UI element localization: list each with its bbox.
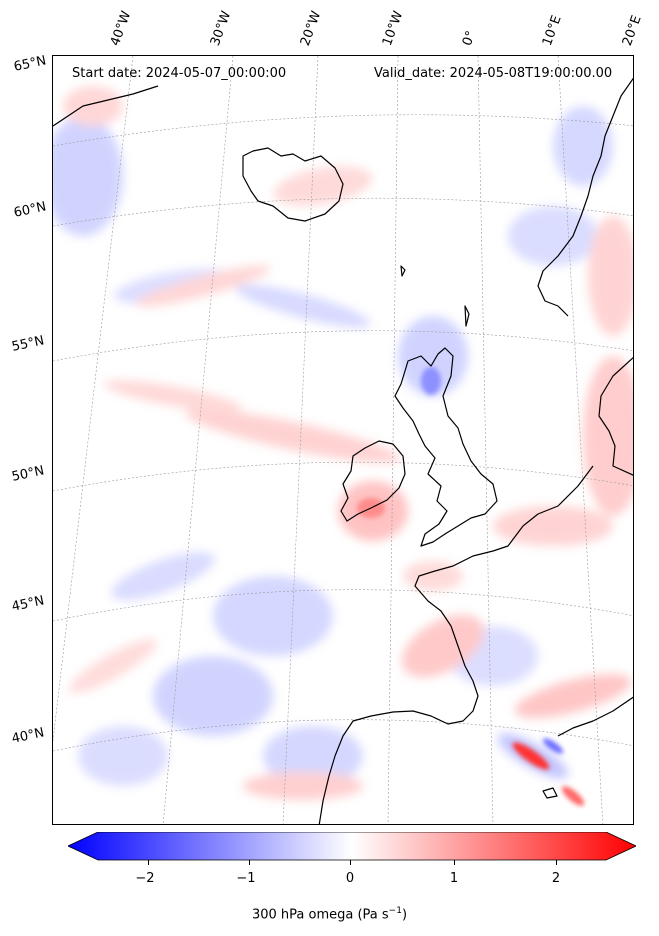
colorbar-label-exponent: −1	[388, 906, 402, 916]
cb-tick-mark	[148, 860, 149, 865]
omega-shading	[53, 86, 633, 800]
lon-label-20e: 20°E	[619, 13, 645, 49]
start-date-label: Start date: 2024-05-07_00:00:00	[72, 66, 287, 81]
cb-tick-label: 0	[345, 871, 355, 886]
lon-label-0: 0°	[459, 28, 480, 48]
colorbar	[68, 832, 636, 861]
lat-label-65n: 65°N	[12, 53, 48, 75]
lat-label-45n: 45°N	[10, 593, 46, 615]
cb-tick-mark	[249, 860, 250, 865]
omega-strong-cores	[357, 367, 585, 806]
lon-label-10w: 10°W	[379, 9, 407, 48]
lon-label-40w: 40°W	[107, 9, 135, 48]
lat-label-60n: 60°N	[12, 199, 48, 221]
colorbar-label-text: 300 hPa omega (Pa s	[251, 907, 389, 923]
lat-label-55n: 55°N	[10, 333, 46, 355]
graticule	[53, 56, 633, 824]
cb-tick-label: −1	[236, 871, 256, 886]
lat-label-40n: 40°N	[10, 725, 46, 747]
coastlines	[53, 77, 633, 824]
cb-tick-mark	[556, 860, 557, 865]
cb-tick-label: −2	[135, 871, 155, 886]
colorbar-label: 300 hPa omega (Pa s−1)	[0, 906, 659, 922]
lon-label-20w: 20°W	[297, 9, 325, 48]
lon-label-30w: 30°W	[207, 9, 235, 48]
map-frame	[52, 55, 634, 825]
cb-tick-label: 2	[551, 871, 561, 886]
cb-tick-mark	[454, 860, 455, 865]
cb-tick-label: 1	[449, 871, 459, 886]
omega-field-map	[53, 56, 633, 824]
valid-date-label: Valid_date: 2024-05-08T19:00:00.00	[374, 66, 613, 81]
cb-tick-mark	[350, 860, 351, 865]
colorbar-body	[68, 832, 636, 861]
lat-label-50n: 50°N	[10, 463, 46, 485]
lon-label-10e: 10°E	[539, 13, 565, 49]
colorbar-label-suffix: )	[401, 907, 408, 923]
